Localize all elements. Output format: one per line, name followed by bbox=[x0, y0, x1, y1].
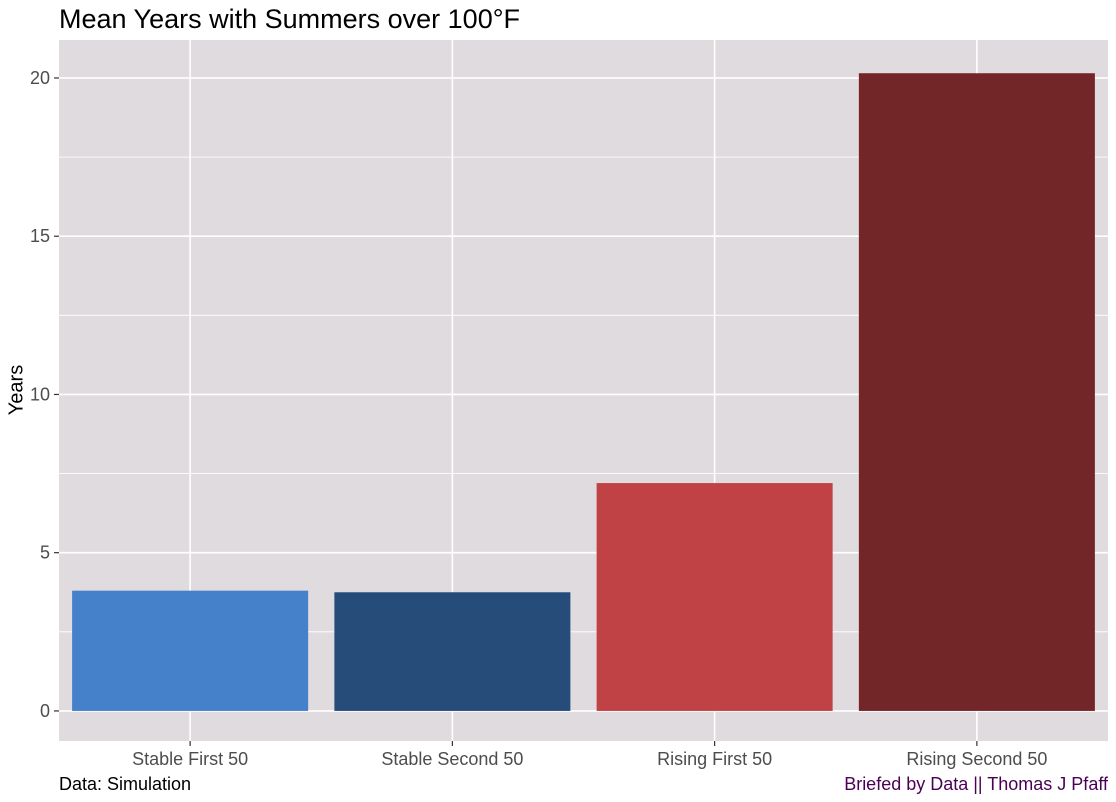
chart-title: Mean Years with Summers over 100°F bbox=[59, 4, 521, 34]
x-tick-label: Rising First 50 bbox=[657, 749, 772, 769]
bars bbox=[72, 73, 1095, 711]
y-tick-label: 0 bbox=[40, 701, 50, 721]
data-source-caption: Data: Simulation bbox=[59, 774, 192, 794]
bar bbox=[596, 483, 833, 711]
bar bbox=[334, 592, 571, 711]
credit-caption: Briefed by Data || Thomas J Pfaff bbox=[844, 774, 1108, 794]
y-tick-label: 10 bbox=[30, 384, 50, 404]
x-tick-label: Rising Second 50 bbox=[906, 749, 1047, 769]
y-axis-ticks: 0 5 10 15 20 bbox=[30, 68, 59, 721]
x-tick-label: Stable Second 50 bbox=[381, 749, 523, 769]
x-tick-label: Stable First 50 bbox=[132, 749, 248, 769]
y-tick-label: 5 bbox=[40, 543, 50, 563]
y-tick-label: 20 bbox=[30, 68, 50, 88]
x-axis-ticks: Stable First 50 Stable Second 50 Rising Fi… bbox=[132, 741, 1047, 769]
y-tick-label: 15 bbox=[30, 226, 50, 246]
bar bbox=[72, 590, 309, 711]
bar bbox=[858, 73, 1095, 711]
